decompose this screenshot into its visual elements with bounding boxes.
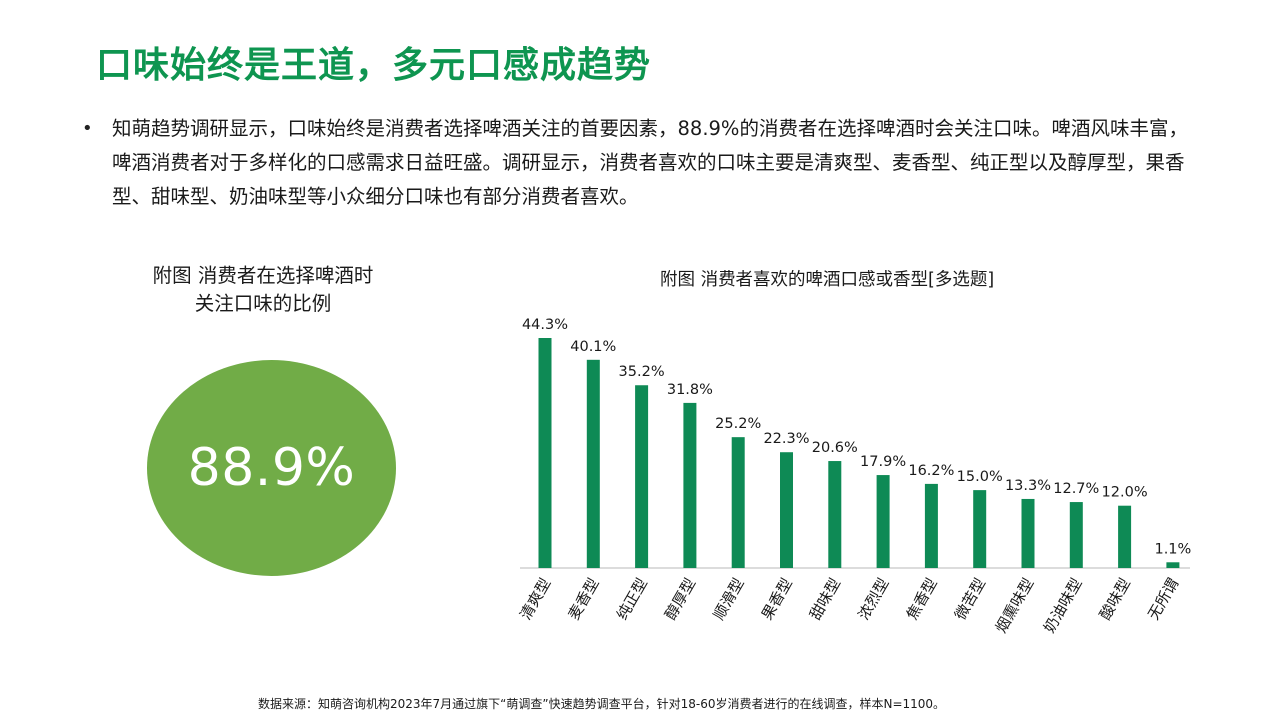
bar-value-label-6: 22.3% [763, 431, 809, 447]
bar-7 [828, 461, 842, 568]
bar-value-label-13: 12.0% [1102, 485, 1148, 501]
bar-8 [876, 475, 890, 568]
bar-2 [586, 359, 600, 568]
bar-value-label-4: 31.8% [667, 382, 713, 398]
category-label-11: 烟熏味型 [992, 575, 1038, 636]
category-label-10: 微苦型 [951, 575, 989, 623]
bar-value-label-5: 25.2% [715, 416, 761, 432]
bar-6 [780, 452, 793, 568]
category-label-1: 清爽型 [516, 575, 554, 623]
bar-value-label-10: 15.0% [957, 469, 1003, 485]
left-figure-title: 附图 消费者在选择啤酒时 关注口味的比例 [123, 262, 403, 318]
category-label-3: 纯正型 [613, 575, 651, 623]
left-figure-title-line2: 关注口味的比例 [194, 292, 332, 315]
bar-value-label-14: 1.1% [1154, 541, 1191, 557]
bar-value-label-2: 40.1% [570, 339, 616, 355]
bar-value-label-12: 12.7% [1053, 481, 1099, 497]
category-label-14: 无所谓 [1144, 575, 1182, 623]
bar-10 [973, 490, 987, 568]
bar-13 [1118, 505, 1132, 568]
bar-value-label-9: 16.2% [908, 463, 954, 479]
category-label-7: 甜味型 [806, 575, 844, 623]
bar-5 [731, 437, 745, 568]
taste-attention-circle: 88.9% [147, 360, 396, 576]
bar-chart-title: 附图 消费者喜欢的啤酒口感或香型[多选题] [660, 270, 995, 290]
bar-12 [1069, 502, 1083, 568]
category-label-13: 酸味型 [1096, 575, 1134, 623]
bar-value-label-1: 44.3% [522, 317, 568, 333]
left-figure-title-line1: 附图 消费者在选择啤酒时 [152, 264, 374, 287]
bar-1 [538, 338, 552, 568]
taste-attention-value: 88.9% [187, 438, 356, 498]
category-label-5: 顺滑型 [710, 575, 748, 623]
bullet-point: • [82, 118, 93, 139]
bar-value-label-8: 17.9% [860, 454, 906, 470]
page-title: 口味始终是王道，多元口感成趋势 [96, 45, 652, 86]
bar-value-label-3: 35.2% [619, 364, 665, 380]
category-label-6: 果香型 [758, 575, 796, 623]
category-label-12: 奶油味型 [1040, 575, 1086, 636]
bar-value-label-11: 13.3% [1005, 478, 1051, 494]
category-label-4: 醇厚型 [661, 575, 699, 623]
bar-9 [924, 483, 938, 568]
data-source-note: 数据来源：知萌咨询机构2023年7月通过旗下“萌调查”快速趋势调查平台，针对18… [258, 697, 946, 711]
bar-14 [1166, 562, 1180, 568]
category-label-2: 麦香型 [565, 575, 603, 623]
bar-value-label-7: 20.6% [812, 440, 858, 456]
category-label-8: 浓烈型 [854, 575, 892, 623]
intro-paragraph: • 知萌趋势调研显示，口味始终是消费者选择啤酒关注的首要因素，88.9%的消费者… [82, 112, 1202, 214]
bar-4 [683, 402, 697, 568]
bar-3 [635, 385, 649, 568]
bar-11 [1021, 498, 1035, 568]
category-label-9: 焦香型 [903, 575, 941, 623]
intro-text: 知萌趋势调研显示，口味始终是消费者选择啤酒关注的首要因素，88.9%的消费者在选… [112, 117, 1188, 208]
